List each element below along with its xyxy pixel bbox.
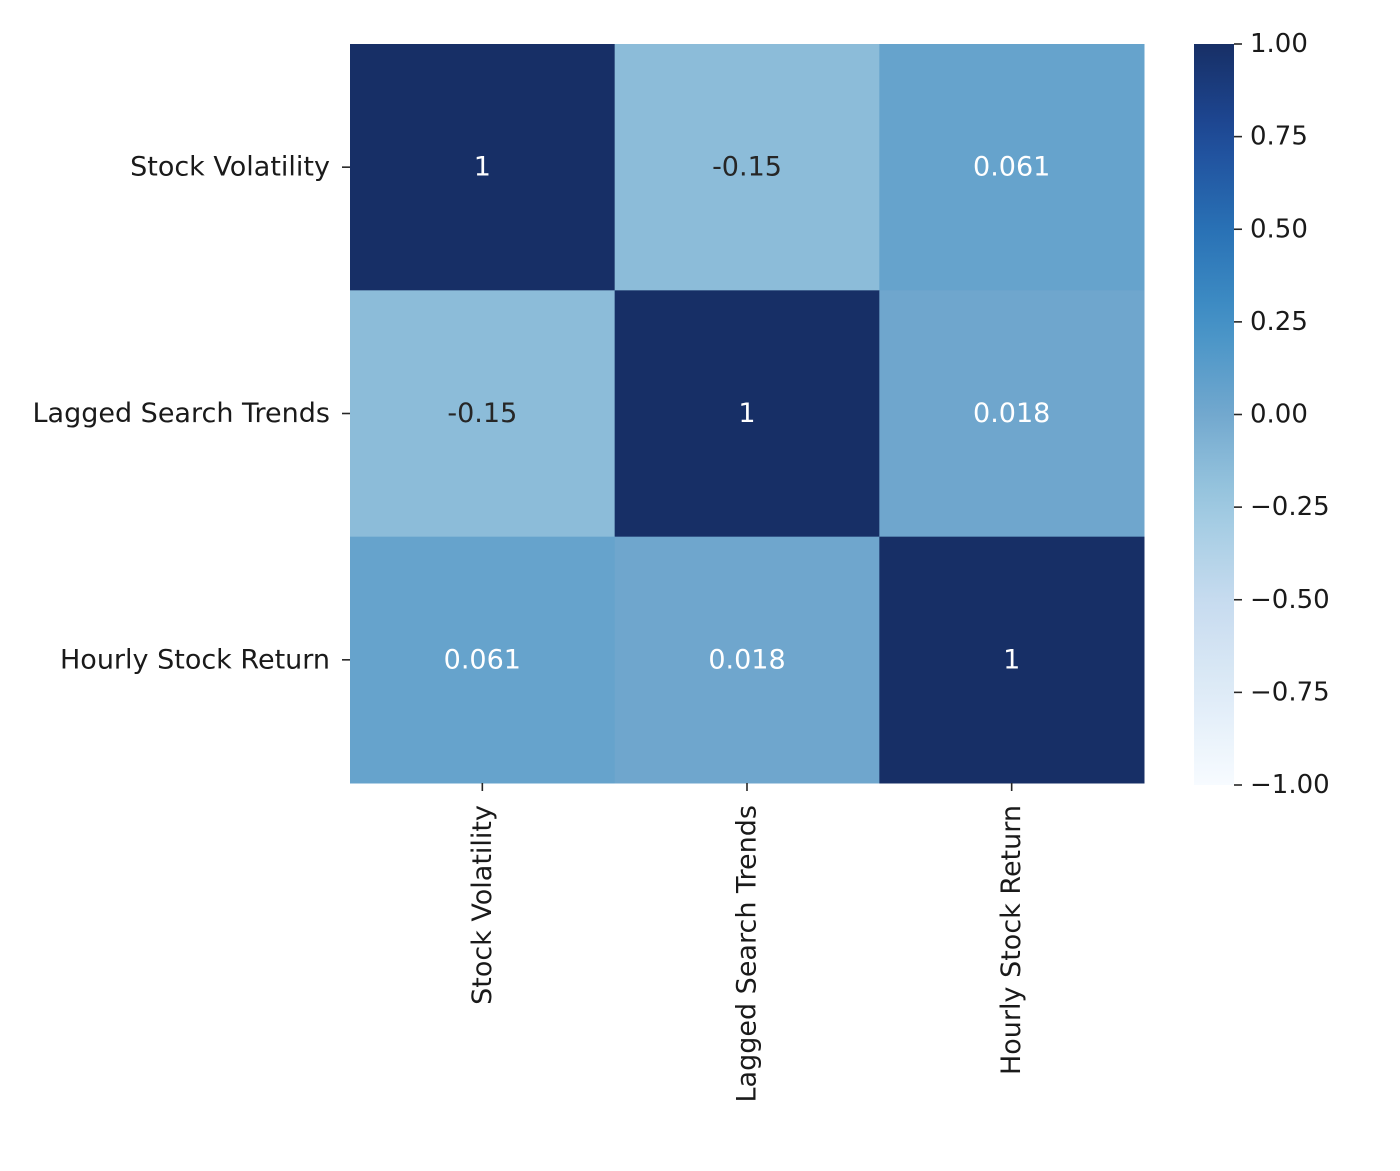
x-tick-label: Stock Volatility <box>467 805 498 1005</box>
colorbar-gradient <box>1194 44 1234 785</box>
colorbar-tick-label: 0.00 <box>1250 400 1308 430</box>
x-tick-label: Hourly Stock Return <box>996 805 1027 1075</box>
colorbar-tick-label: 0.75 <box>1250 122 1308 152</box>
cell-annotation: 0.018 <box>973 398 1050 429</box>
colorbar-tick-label: −0.75 <box>1250 677 1330 707</box>
heatmap-cell <box>879 536 1145 784</box>
heatmap-cell <box>614 536 880 784</box>
heatmap-cell <box>614 290 880 538</box>
y-axis: Stock Volatility Lagged Search Trends Hour… <box>32 152 350 675</box>
cell-annotation: 0.061 <box>973 152 1050 183</box>
colorbar-tick-label: 0.50 <box>1250 214 1308 244</box>
heatmap-cell <box>879 44 1145 291</box>
cell-annotation: 0.018 <box>708 644 785 675</box>
colorbar: 1.00 0.75 0.50 0.25 0.00 −0.25 −0.50 −0.75 −1.00 <box>1194 29 1330 800</box>
heatmap-cell <box>350 290 616 538</box>
colorbar-tick-label: 0.25 <box>1250 307 1308 337</box>
y-tick-label: Hourly Stock Return <box>60 644 330 675</box>
cell-annotation: -0.15 <box>712 152 782 183</box>
heatmap-cell <box>350 536 616 784</box>
colorbar-tick-label: 1.00 <box>1250 29 1308 59</box>
heatmap-cells: 1 -0.15 0.061 -0.15 1 0.018 0.061 0.018 1 <box>350 44 1145 784</box>
heatmap-cell <box>879 290 1145 538</box>
cell-annotation: 1 <box>738 398 755 429</box>
cell-annotation: -0.15 <box>447 398 517 429</box>
x-axis: Stock Volatility Lagged Search Trends Hour… <box>467 783 1027 1103</box>
heatmap-cell <box>614 44 880 291</box>
cell-annotation: 1 <box>1003 644 1020 675</box>
colorbar-tick-label: −0.25 <box>1250 492 1330 522</box>
y-tick-label: Lagged Search Trends <box>32 398 330 429</box>
cell-annotation: 1 <box>474 152 491 183</box>
colorbar-tick-label: −1.00 <box>1250 770 1330 800</box>
y-tick-label: Stock Volatility <box>130 152 330 183</box>
x-tick-label: Lagged Search Trends <box>732 805 763 1103</box>
colorbar-tick-label: −0.50 <box>1250 585 1330 615</box>
cell-annotation: 0.061 <box>444 644 521 675</box>
heatmap-cell <box>350 44 616 291</box>
